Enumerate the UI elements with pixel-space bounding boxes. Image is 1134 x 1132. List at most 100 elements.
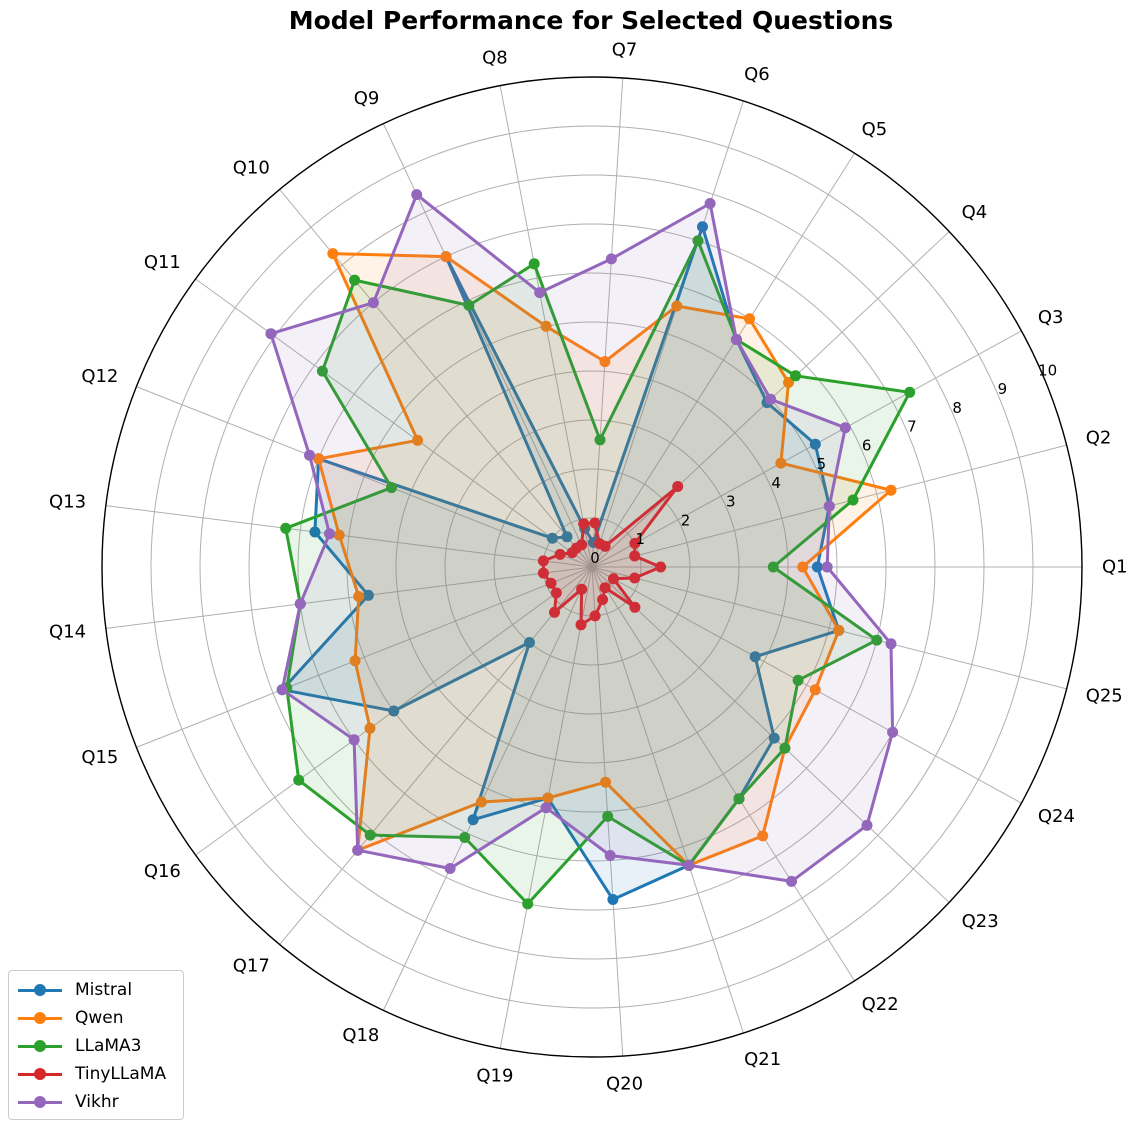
spoke-q5 — [591, 153, 855, 568]
point-llama3-q22 — [733, 793, 745, 805]
point-llama3-q12 — [386, 482, 397, 494]
point-qwen-q22 — [757, 830, 769, 842]
series-layer — [265, 189, 916, 910]
point-tinyllama-q21 — [597, 594, 609, 606]
point-llama3-q19 — [522, 898, 534, 910]
point-llama3-q25 — [871, 634, 883, 646]
series-line-llama3 — [284, 239, 912, 906]
point-mistral-q14 — [362, 589, 374, 601]
point-qwen-q19 — [542, 792, 554, 804]
point-vikhr-q6 — [704, 198, 716, 209]
point-tinyllama-q11 — [566, 547, 578, 559]
point-mistral-q11 — [546, 532, 558, 544]
category-label-q9: Q9 — [354, 88, 380, 109]
point-mistral-q3 — [809, 438, 821, 450]
point-tinyllama-q17 — [549, 606, 560, 618]
point-qwen-q3 — [775, 457, 787, 469]
point-qwen-q10 — [327, 248, 339, 260]
radial-tick-4: 4 — [771, 474, 781, 492]
point-qwen-q15 — [349, 655, 361, 667]
point-vikhr-q9 — [411, 189, 423, 201]
point-llama3-q1 — [767, 561, 779, 573]
series-line-vikhr — [269, 193, 895, 883]
category-label-q19: Q19 — [476, 1065, 513, 1086]
point-tinyllama-q13 — [537, 555, 549, 567]
radial-tick-7: 7 — [907, 418, 917, 436]
point-vikhr-q2 — [823, 500, 835, 512]
radial-tick-6: 6 — [862, 437, 872, 455]
category-label-q2: Q2 — [1086, 428, 1112, 449]
category-label-q21: Q21 — [744, 1049, 781, 1070]
legend-label-mistral: Mistral — [75, 980, 133, 1000]
point-vikhr-q21 — [683, 859, 695, 871]
point-llama3-q2 — [847, 494, 859, 506]
point-vikhr-q8 — [534, 287, 546, 299]
spoke-q24 — [591, 566, 1022, 804]
point-qwen-q18 — [475, 796, 487, 808]
category-label-q6: Q6 — [744, 64, 770, 85]
point-vikhr-q16 — [348, 734, 360, 746]
category-label-q5: Q5 — [862, 119, 888, 140]
point-qwen-q4 — [783, 377, 794, 388]
point-llama3-q11 — [316, 365, 328, 377]
point-tinyllama-q24 — [608, 573, 619, 585]
spoke-q11 — [195, 278, 593, 568]
category-label-q16: Q16 — [144, 861, 181, 882]
radial-tick-0: 0 — [590, 549, 600, 567]
category-label-q10: Q10 — [233, 157, 270, 178]
point-mistral-q6 — [697, 221, 708, 233]
point-tinyllama-q14 — [537, 567, 549, 579]
chart-title: Model Performance for Selected Questions — [288, 6, 894, 35]
point-qwen-q14 — [353, 591, 365, 602]
point-qwen-q9 — [440, 251, 452, 263]
point-qwen-q12 — [313, 453, 325, 465]
point-vikhr-q19 — [540, 802, 552, 814]
point-mistral-q17 — [524, 637, 535, 648]
point-vikhr-q11 — [265, 328, 277, 340]
point-llama3-q13 — [280, 522, 292, 534]
point-tinyllama-q3 — [629, 537, 641, 549]
point-mistral-q13 — [309, 526, 321, 538]
point-vikhr-q23 — [861, 819, 873, 831]
point-vikhr-q4 — [765, 393, 777, 405]
radial-tick-9: 9 — [998, 380, 1008, 398]
point-mistral-q20 — [607, 894, 619, 905]
point-vikhr-q17 — [352, 844, 364, 856]
radial-tick-10: 10 — [1038, 362, 1057, 380]
legend-swatch-qwen — [18, 1011, 62, 1025]
point-tinyllama-q23 — [629, 601, 641, 613]
series-fill-vikhr — [270, 194, 893, 882]
label-layer: Q1 Q2 Q3 Q4 Q5 Q6 Q7 Q8 Q9 Q10 Q11 Q12 Q13 Q14 Q15 Q16 Q… — [49, 40, 1128, 1095]
legend-label-vikhr: Vikhr — [75, 1092, 119, 1112]
legend-item-tinyllama: TinyLLaMA — [9, 1060, 183, 1088]
point-tinyllama-q16 — [550, 587, 562, 599]
category-label-q25: Q25 — [1086, 685, 1123, 706]
category-label-q24: Q24 — [1038, 806, 1075, 827]
point-llama3-q18 — [459, 832, 471, 843]
point-tinyllama-q25 — [629, 572, 641, 584]
spoke-q12 — [136, 386, 593, 568]
point-vikhr-q20 — [604, 850, 616, 861]
category-label-q15: Q15 — [81, 747, 118, 768]
category-label-q23: Q23 — [962, 911, 999, 932]
point-qwen-q25 — [833, 624, 845, 636]
point-tinyllama-q19 — [575, 619, 587, 631]
point-tinyllama-q8 — [578, 518, 590, 530]
category-label-q13: Q13 — [49, 492, 86, 513]
spoke-q17 — [279, 566, 593, 945]
point-vikhr-q5 — [730, 334, 742, 345]
point-llama3-q3 — [904, 386, 916, 398]
spoke-q22 — [591, 566, 855, 981]
point-tinyllama-q22 — [599, 582, 611, 594]
point-llama3-q8 — [528, 258, 540, 270]
legend-item-llama3: LLaMA3 — [9, 1032, 183, 1060]
spoke-q7 — [591, 77, 624, 568]
series-line-qwen — [317, 252, 893, 867]
legend-item-vikhr: Vikhr — [9, 1088, 183, 1116]
point-vikhr-q18 — [444, 863, 456, 874]
category-label-q20: Q20 — [606, 1074, 643, 1095]
point-vikhr-q3 — [839, 422, 851, 434]
category-label-q12: Q12 — [81, 366, 118, 387]
point-mistral-q10 — [561, 531, 573, 543]
